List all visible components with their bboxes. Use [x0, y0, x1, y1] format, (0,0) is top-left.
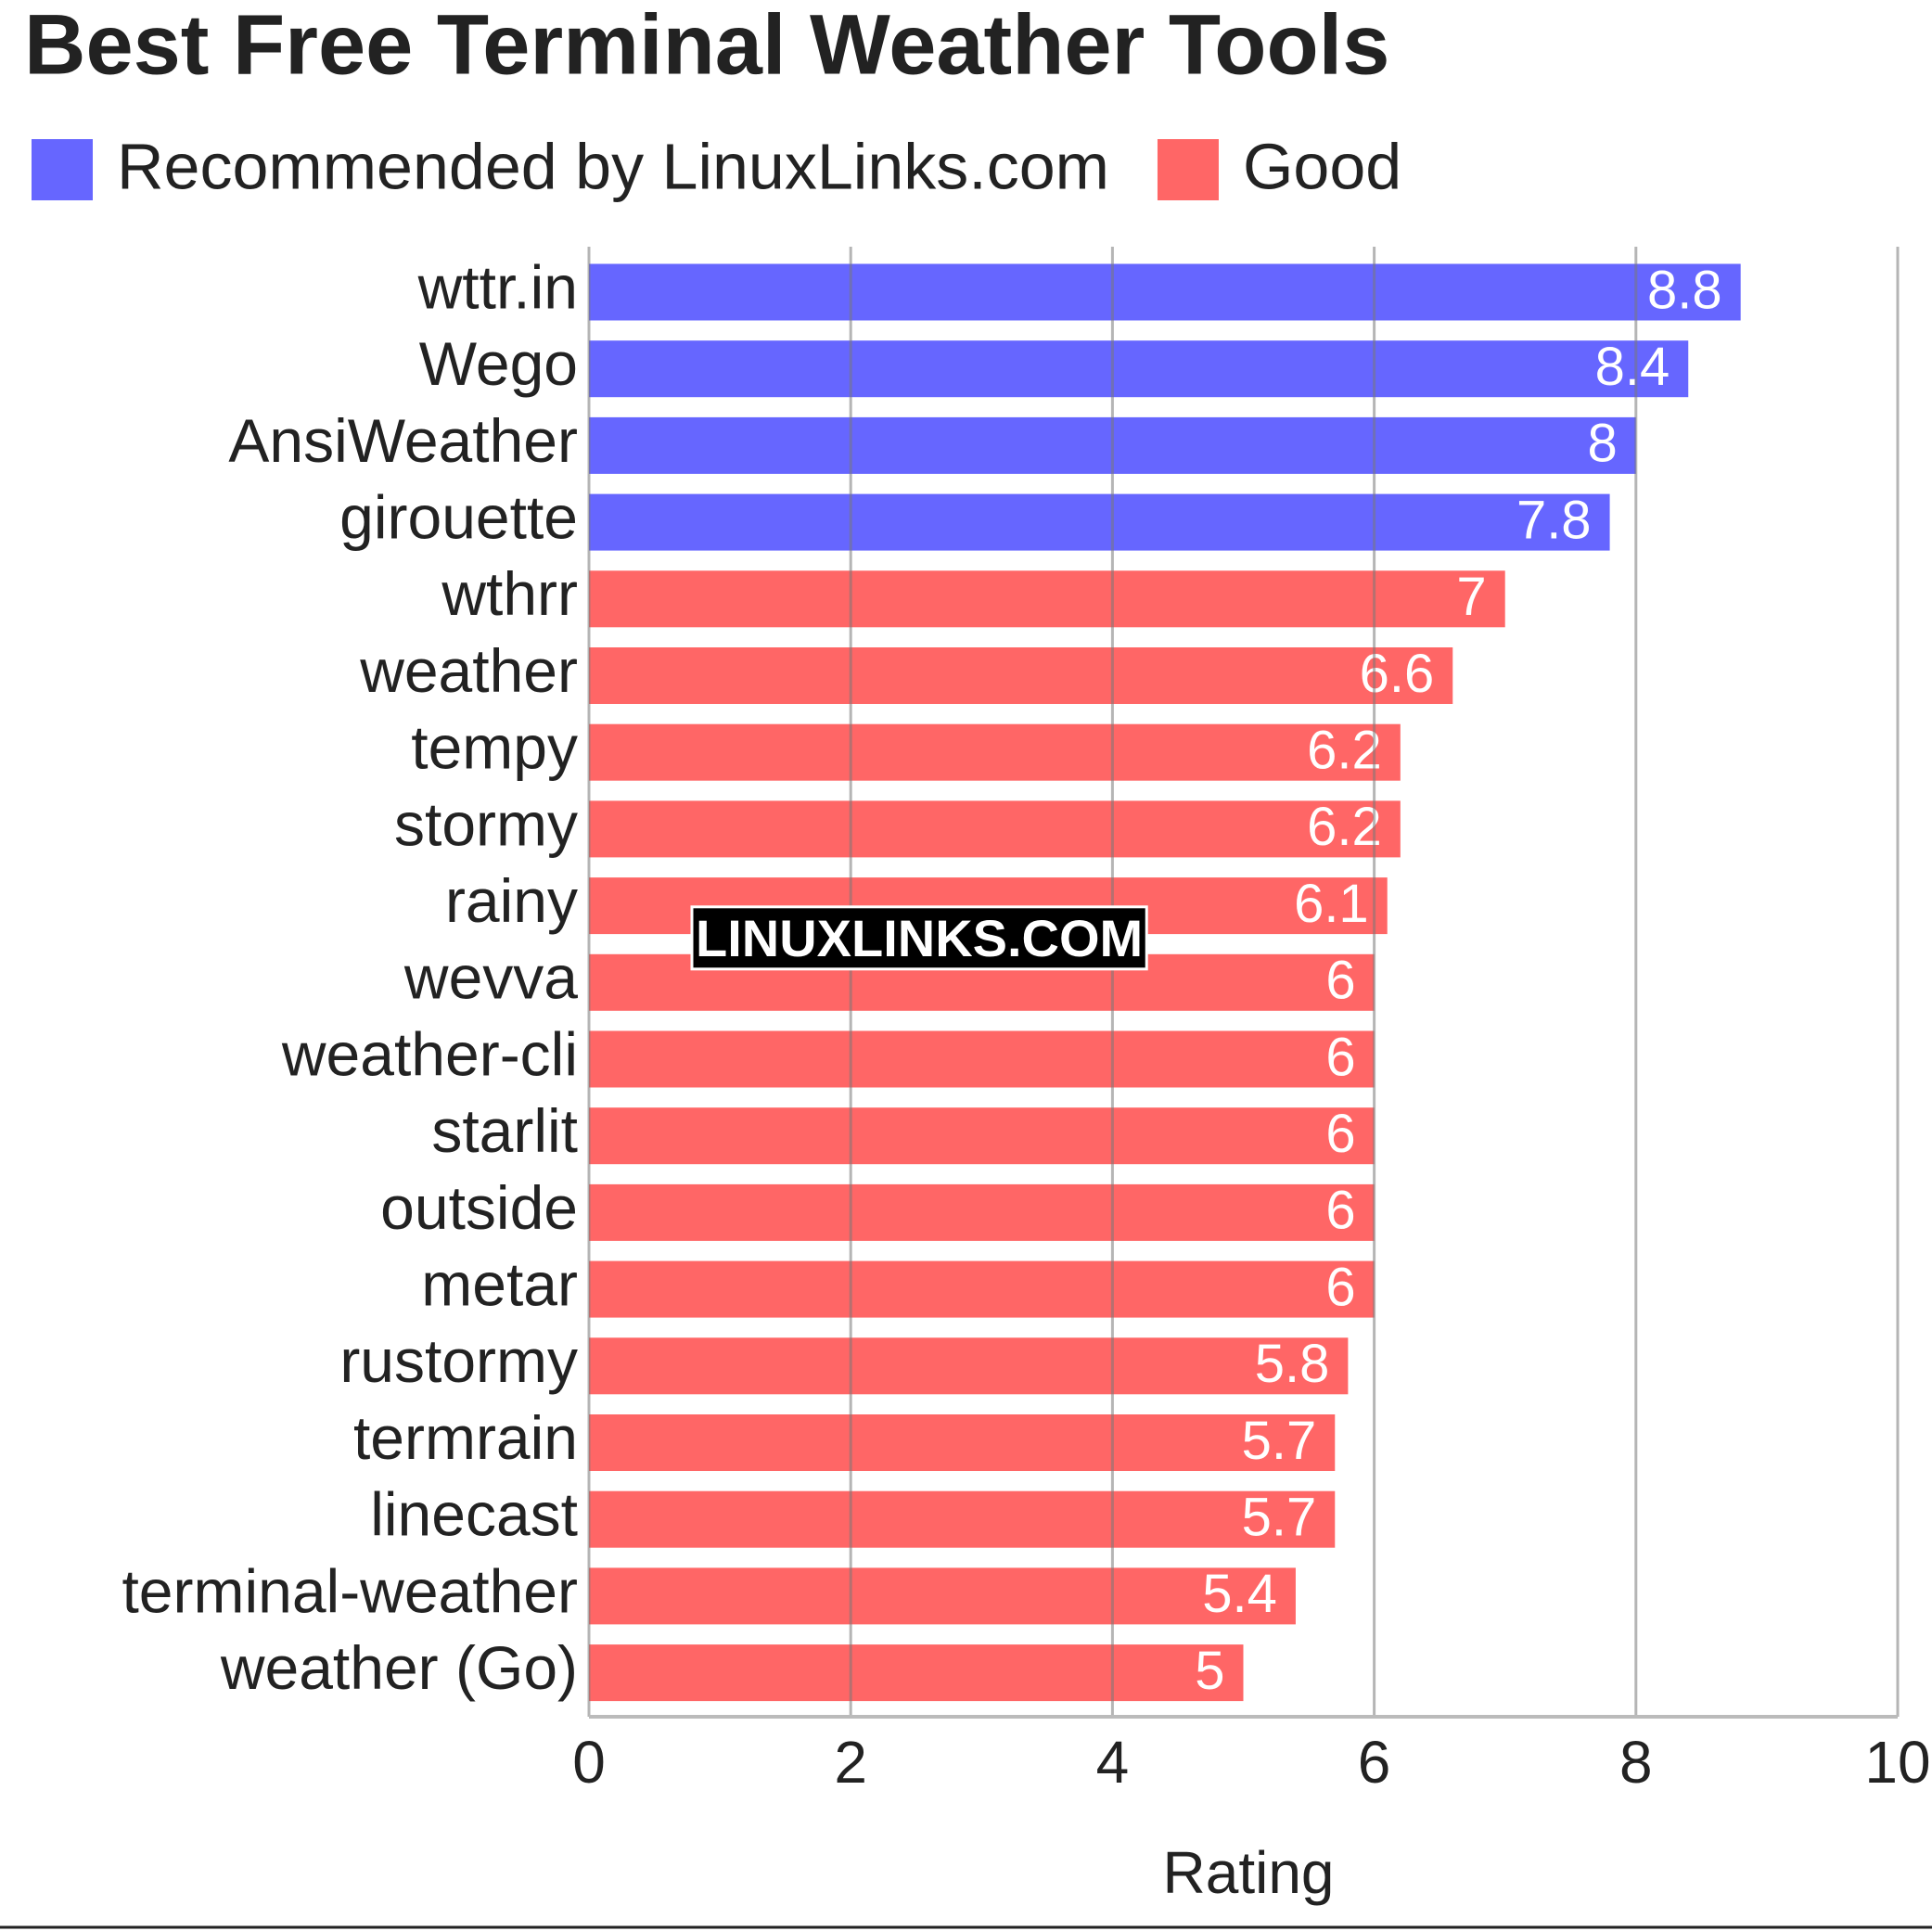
x-axis-label: Rating [1163, 1839, 1335, 1906]
value-label: 8 [1588, 414, 1618, 474]
value-label: 6 [1325, 1181, 1355, 1241]
x-tick-label: 2 [834, 1729, 867, 1796]
x-tick-label: 4 [1096, 1729, 1130, 1796]
y-tick-label: AnsiWeather [228, 406, 578, 475]
y-tick-label: terminal-weather [122, 1556, 578, 1625]
y-tick-label: weather (Go) [220, 1633, 578, 1702]
value-label: 6.2 [1307, 797, 1382, 857]
value-label: 5 [1195, 1641, 1224, 1701]
value-label: 8.4 [1595, 337, 1670, 397]
bar [589, 1260, 1375, 1318]
legend-swatch [1157, 139, 1219, 200]
y-tick-label: termrain [353, 1403, 578, 1472]
y-tick-label: girouette [339, 483, 578, 552]
y-tick-label: wttr.in [417, 252, 578, 321]
value-label: 5.7 [1242, 1411, 1317, 1471]
value-label: 6.6 [1360, 644, 1435, 704]
value-label: 6.1 [1294, 874, 1369, 934]
bar [589, 1644, 1244, 1702]
value-label: 7.8 [1516, 490, 1592, 550]
y-tick-label: rustormy [339, 1326, 578, 1395]
value-label: 5.4 [1202, 1564, 1277, 1624]
bar [589, 1030, 1375, 1088]
bar [589, 1414, 1336, 1471]
value-label: 7 [1456, 567, 1486, 627]
bar [589, 263, 1741, 321]
y-tick-label: starlit [431, 1096, 578, 1165]
y-tick-label: weather [359, 636, 578, 705]
bar [589, 1490, 1336, 1548]
value-label: 8.8 [1647, 260, 1722, 320]
bar [589, 723, 1401, 781]
y-tick-label: Wego [419, 329, 578, 398]
bar [589, 1567, 1296, 1625]
bar [589, 1337, 1349, 1395]
watermark-box [690, 905, 1148, 971]
bar [589, 1183, 1375, 1241]
bar [589, 1107, 1375, 1165]
value-label: 6 [1325, 951, 1355, 1011]
x-tick-label: 10 [1864, 1729, 1930, 1796]
value-label: 5.7 [1242, 1488, 1317, 1548]
bar [589, 647, 1453, 704]
y-tick-label: stormy [394, 789, 578, 858]
y-tick-label: linecast [370, 1480, 578, 1549]
bar [589, 800, 1401, 858]
y-tick-label: wthrr [441, 559, 578, 628]
x-tick-label: 6 [1358, 1729, 1391, 1796]
watermark: LINUXLINKS.COM [696, 909, 1143, 967]
y-tick-label: wevva [403, 943, 578, 1012]
x-tick-label: 0 [572, 1729, 606, 1796]
x-tick-label: 8 [1619, 1729, 1653, 1796]
y-tick-label: metar [421, 1250, 578, 1319]
legend-swatch [32, 139, 93, 200]
bar [589, 340, 1689, 398]
y-tick-label: rainy [445, 866, 578, 935]
value-label: 6.2 [1307, 721, 1382, 781]
value-label: 5.8 [1255, 1334, 1330, 1394]
bar [589, 493, 1610, 551]
value-label: 6 [1325, 1104, 1355, 1164]
bar [589, 570, 1505, 628]
y-tick-label: weather-cli [281, 1019, 578, 1088]
legend-label: Good [1243, 130, 1401, 202]
legend-label: Recommended by LinuxLinks.com [117, 130, 1109, 202]
chart-title: Best Free Terminal Weather Tools [24, 0, 1389, 92]
y-tick-label: outside [380, 1173, 578, 1242]
value-label: 6 [1325, 1027, 1355, 1087]
y-tick-label: tempy [411, 713, 578, 782]
value-label: 6 [1325, 1257, 1355, 1317]
